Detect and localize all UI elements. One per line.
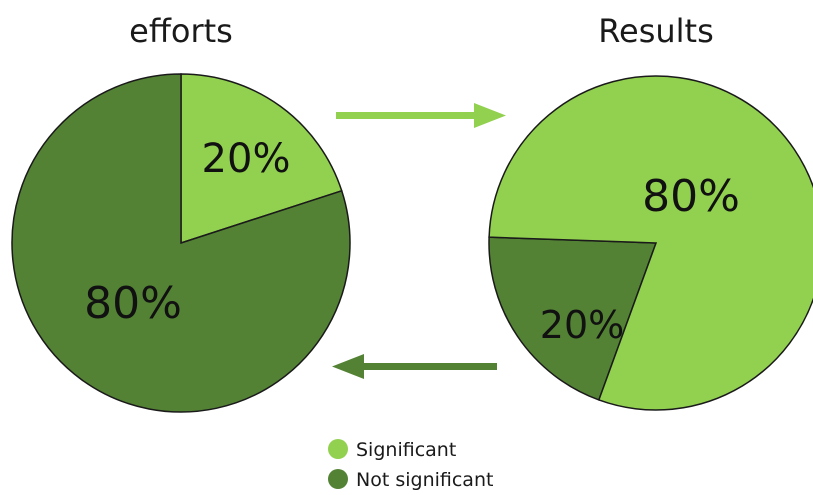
efforts-title: efforts [129, 12, 233, 50]
efforts-not-significant-label: 80% [84, 278, 182, 329]
legend-label-significant: Significant [356, 439, 456, 461]
results-not-significant-label: 20% [540, 303, 624, 347]
efforts-slice-not-significant [11, 73, 351, 413]
results-pie [488, 75, 813, 411]
legend-label-not-significant: Not significant [356, 469, 493, 491]
efforts-slice-significant [180, 73, 343, 245]
results-significant-label: 80% [642, 171, 740, 222]
arrow-left-icon [332, 354, 497, 379]
legend-swatch-not-significant [328, 469, 348, 489]
arrow-right-icon [336, 103, 506, 128]
efforts-significant-label: 20% [202, 136, 291, 182]
results-slice-significant [488, 75, 813, 411]
results-slice-not-significant [488, 236, 658, 401]
results-title: Results [598, 12, 714, 50]
legend: Significant Not significant [328, 439, 493, 491]
efforts-pie [11, 73, 351, 413]
legend-swatch-significant [328, 439, 348, 459]
